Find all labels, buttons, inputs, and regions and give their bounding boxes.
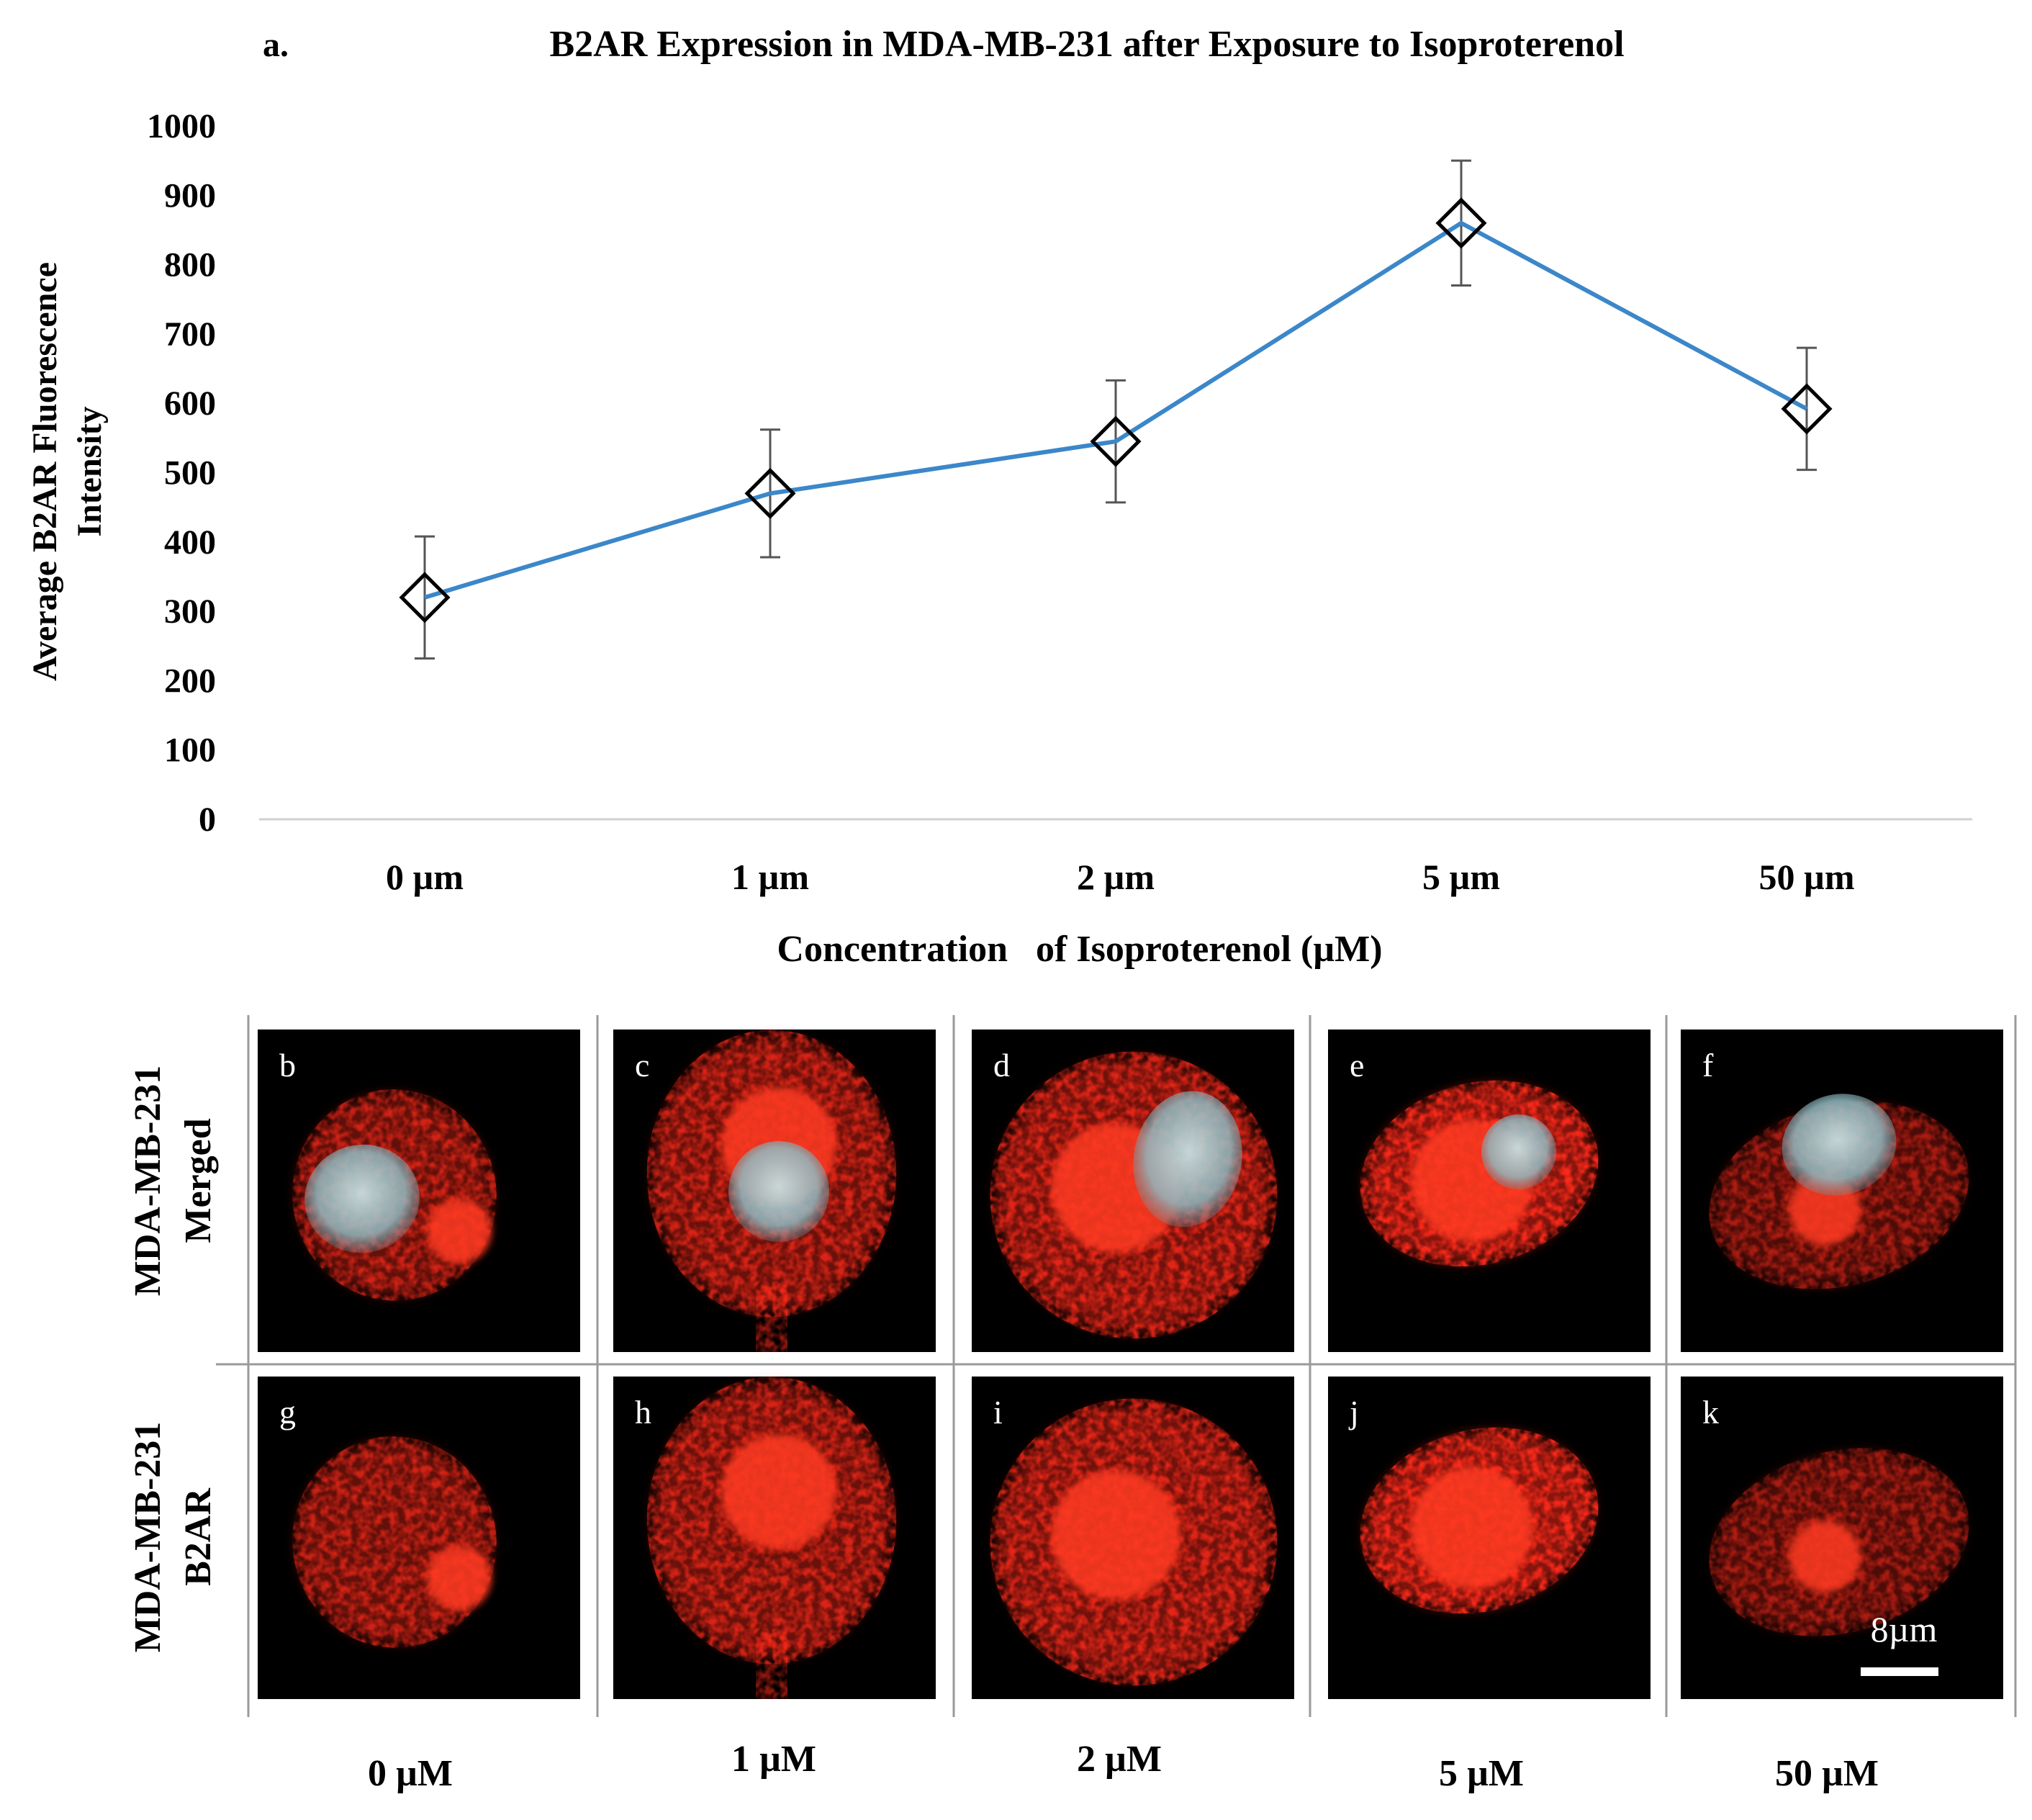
cell-body bbox=[1360, 1427, 1599, 1614]
panel-letter: b bbox=[279, 1047, 296, 1084]
column-labels: 0 µM 1 µM 2 µM 5 µM 50 µM bbox=[368, 1739, 1879, 1794]
cell-process bbox=[756, 1628, 787, 1699]
panel-letter: f bbox=[1702, 1047, 1714, 1084]
cell-body bbox=[1709, 1094, 1969, 1289]
data-point-marker bbox=[744, 467, 796, 519]
micrograph-grid: MDA-MB-231 Merged MDA-MB-231 B2AR b c d e f g… bbox=[127, 1015, 2017, 1794]
cell-nucleus bbox=[1481, 1114, 1556, 1189]
y-tick-label: 100 bbox=[164, 731, 216, 770]
cell-hotspot bbox=[721, 1434, 836, 1549]
row-label-b2ar-line-2: B2AR bbox=[178, 1487, 219, 1586]
cell-nucleus bbox=[1133, 1091, 1242, 1227]
cell-body bbox=[646, 1377, 897, 1699]
grid-lines bbox=[216, 1015, 2017, 1717]
cell-body bbox=[990, 1398, 1278, 1686]
cell-body bbox=[1360, 1080, 1599, 1267]
y-tick-label: 500 bbox=[164, 454, 216, 492]
cell-hotspot bbox=[427, 1546, 492, 1610]
x-tick-label: 0 µm bbox=[386, 857, 464, 897]
cell-body bbox=[1709, 1448, 1969, 1636]
micrograph-panel: j bbox=[1328, 1377, 1651, 1699]
series-line bbox=[424, 220, 1808, 600]
cell-body bbox=[292, 1436, 497, 1648]
y-tick-label: 900 bbox=[164, 176, 216, 215]
y-tick-label: 800 bbox=[164, 246, 216, 284]
micrograph-panels: b c d e f g h i j k bbox=[258, 1030, 2003, 1699]
y-tick-label: 200 bbox=[164, 662, 216, 700]
y-axis-label-line-2: Intensity bbox=[71, 406, 109, 536]
micrograph-panel: c bbox=[613, 1030, 936, 1352]
micrograph-panel: f bbox=[1681, 1030, 2003, 1352]
chart-title: B2AR Expression in MDA-MB-231 after Expo… bbox=[549, 24, 1624, 65]
y-tick-labels: 0 100 200 300 400 500 600 700 800 900 1000 bbox=[147, 107, 216, 839]
cell-body bbox=[292, 1089, 497, 1301]
panel-letter: k bbox=[1702, 1394, 1719, 1431]
panel-letter: e bbox=[1350, 1047, 1364, 1084]
x-tick-labels: 0 µm 1 µm 2 µm 5 µm 50 µm bbox=[386, 857, 1854, 897]
cell-nucleus bbox=[1782, 1094, 1897, 1196]
cell-body bbox=[646, 1030, 897, 1352]
cell-body bbox=[990, 1051, 1278, 1339]
x-tick-label: 2 µm bbox=[1077, 857, 1155, 897]
cell-process bbox=[756, 1281, 787, 1352]
panel-a-label: a. bbox=[263, 26, 289, 64]
x-tick-label: 5 µm bbox=[1422, 857, 1500, 897]
x-tick-label: 50 µm bbox=[1759, 857, 1855, 897]
micrograph-panel: b bbox=[258, 1030, 580, 1352]
line-chart: a. B2AR Expression in MDA-MB-231 after E… bbox=[26, 24, 1972, 970]
column-label: 2 µM bbox=[1077, 1739, 1162, 1780]
panel-letter: h bbox=[635, 1394, 651, 1431]
micrograph-panel: i bbox=[972, 1377, 1294, 1699]
row-label-b2ar: MDA-MB-231 B2AR bbox=[127, 1422, 219, 1653]
cell-hotspot bbox=[1051, 1470, 1180, 1600]
panel-letter: j bbox=[1348, 1394, 1359, 1431]
panel-letter: c bbox=[635, 1047, 649, 1084]
micrograph-panel: g bbox=[258, 1377, 580, 1699]
micrograph-panel: d bbox=[972, 1030, 1294, 1352]
cell-nucleus bbox=[304, 1144, 420, 1253]
y-tick-label: 600 bbox=[164, 384, 216, 423]
data-point-marker bbox=[399, 572, 451, 623]
data-point-marker bbox=[1781, 383, 1833, 435]
panel-letter: g bbox=[279, 1394, 296, 1431]
column-label: 50 µM bbox=[1775, 1753, 1879, 1794]
cell-hotspot bbox=[1789, 1521, 1861, 1592]
error-bars bbox=[415, 159, 1817, 660]
micrograph-panel: k bbox=[1681, 1377, 2003, 1699]
cell-hotspot bbox=[427, 1199, 492, 1263]
y-tick-label: 400 bbox=[164, 523, 216, 562]
y-tick-label: 700 bbox=[164, 315, 216, 353]
row-label-merged-line-1: MDA-MB-231 bbox=[127, 1066, 168, 1297]
y-tick-label: 0 bbox=[199, 801, 216, 839]
row-label-merged: MDA-MB-231 Merged bbox=[127, 1066, 219, 1297]
cell-hotspot bbox=[1411, 1467, 1533, 1589]
column-label: 1 µM bbox=[731, 1739, 816, 1780]
y-axis-label: Average B2AR Fluorescence Intensity bbox=[26, 262, 109, 681]
micrograph-panel: h bbox=[613, 1377, 936, 1699]
y-tick-label: 1000 bbox=[147, 107, 216, 145]
panel-letter: d bbox=[993, 1047, 1010, 1084]
row-label-merged-line-2: Merged bbox=[178, 1118, 219, 1243]
y-tick-label: 300 bbox=[164, 593, 216, 631]
row-label-b2ar-line-1: MDA-MB-231 bbox=[127, 1422, 168, 1653]
x-tick-label: 1 µm bbox=[731, 857, 809, 897]
scale-bar: 8µm bbox=[1861, 1609, 1938, 1676]
panel-letter: i bbox=[993, 1394, 1003, 1431]
data-markers bbox=[399, 197, 1833, 623]
y-axis-label-line-1: Average B2AR Fluorescence bbox=[26, 262, 64, 681]
scale-bar-label: 8µm bbox=[1871, 1609, 1938, 1649]
x-axis-label: Concentration of Isoproterenol (µM) bbox=[777, 929, 1382, 970]
cell-nucleus bbox=[728, 1141, 829, 1242]
micrograph-panel: e bbox=[1328, 1030, 1651, 1352]
data-point-marker bbox=[1090, 415, 1142, 467]
column-label: 5 µM bbox=[1439, 1753, 1524, 1794]
column-label: 0 µM bbox=[368, 1753, 453, 1794]
data-point-marker bbox=[1435, 197, 1487, 249]
scale-bar-line bbox=[1861, 1667, 1938, 1676]
